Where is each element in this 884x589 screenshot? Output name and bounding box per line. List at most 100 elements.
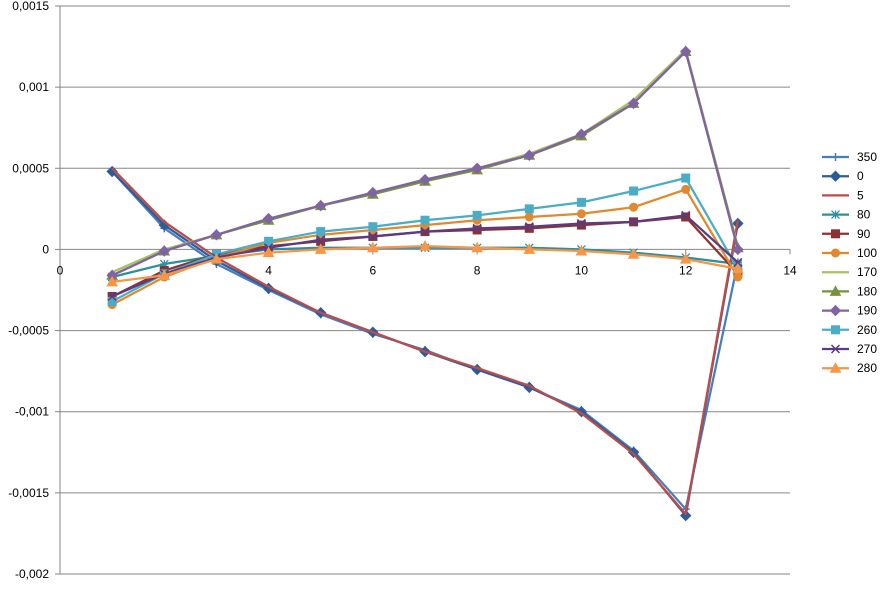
data-point bbox=[829, 304, 842, 317]
data-point bbox=[627, 97, 640, 110]
x-tick-label: 0 bbox=[57, 263, 64, 277]
data-point bbox=[158, 245, 170, 257]
legend-item: 180 bbox=[822, 284, 877, 298]
y-tick-label: -0,002 bbox=[15, 567, 49, 581]
data-point bbox=[524, 204, 534, 214]
data-point bbox=[681, 210, 691, 220]
data-point bbox=[368, 231, 378, 241]
y-tick-label: 0,0015 bbox=[12, 0, 49, 13]
x-tick-label: 4 bbox=[265, 263, 272, 277]
legend-label: 80 bbox=[857, 208, 871, 222]
data-point bbox=[575, 245, 588, 256]
legend-label: 270 bbox=[857, 342, 877, 356]
legend-item: 270 bbox=[822, 342, 877, 356]
data-point bbox=[629, 202, 639, 212]
series-line bbox=[111, 176, 739, 303]
data-point bbox=[576, 220, 586, 230]
data-point bbox=[831, 325, 840, 335]
data-point bbox=[159, 259, 169, 269]
y-tick-label: -0,001 bbox=[15, 405, 49, 419]
axes: 0,0015 0,001 0,0005 0 -0,0005 -0,001 -0,0015 -0… bbox=[8, 0, 797, 581]
data-point bbox=[627, 248, 640, 259]
data-point bbox=[420, 227, 430, 237]
data-point bbox=[472, 210, 482, 220]
data-point bbox=[680, 45, 692, 58]
legend-item: 5 bbox=[822, 188, 864, 202]
data-point bbox=[733, 272, 743, 282]
data-point bbox=[831, 229, 840, 239]
data-point bbox=[829, 285, 842, 296]
data-point bbox=[106, 165, 118, 178]
legend-label: 350 bbox=[857, 150, 877, 164]
legend-label: 180 bbox=[857, 284, 877, 298]
data-point bbox=[831, 153, 840, 161]
legend-item: 190 bbox=[822, 304, 877, 318]
data-point bbox=[210, 253, 223, 264]
data-point bbox=[681, 173, 691, 183]
data-point bbox=[732, 243, 744, 256]
data-point bbox=[829, 362, 842, 373]
data-point bbox=[629, 217, 639, 227]
legend-item: 350 bbox=[822, 150, 877, 164]
data-point bbox=[679, 253, 692, 264]
data-point bbox=[681, 184, 691, 194]
data-point bbox=[210, 229, 223, 241]
legend: 350 0 5 80 90 100 170 180 190 260 270 280 bbox=[822, 150, 877, 375]
x-tick-label: 8 bbox=[474, 263, 481, 277]
data-point bbox=[315, 199, 327, 212]
data-point bbox=[831, 248, 840, 258]
data-point bbox=[316, 235, 326, 245]
data-point bbox=[368, 222, 378, 232]
data-point bbox=[680, 509, 692, 522]
legend-label: 260 bbox=[857, 323, 877, 337]
legend-label: 170 bbox=[857, 265, 877, 279]
data-point bbox=[420, 215, 430, 225]
series-group bbox=[106, 45, 744, 522]
data-point bbox=[524, 212, 534, 222]
legend-item: 170 bbox=[822, 265, 877, 279]
legend-item: 100 bbox=[822, 246, 877, 260]
data-point bbox=[472, 223, 482, 233]
legend-item: 280 bbox=[822, 361, 877, 375]
y-tick-label: -0,0005 bbox=[8, 324, 49, 338]
series-190 bbox=[106, 45, 744, 282]
data-point bbox=[471, 162, 483, 174]
data-point bbox=[471, 241, 483, 253]
data-point bbox=[367, 241, 379, 253]
y-tick-label: 0 bbox=[42, 242, 49, 256]
data-point bbox=[576, 197, 586, 207]
legend-label: 280 bbox=[857, 361, 877, 375]
data-point bbox=[829, 170, 842, 182]
data-point bbox=[314, 243, 327, 254]
y-tick-label: 0,001 bbox=[19, 80, 49, 94]
data-point bbox=[262, 212, 275, 225]
data-point bbox=[524, 223, 534, 233]
x-tick-label: 14 bbox=[783, 263, 797, 277]
data-point bbox=[830, 344, 841, 354]
data-point bbox=[733, 257, 743, 267]
legend-item: 90 bbox=[822, 227, 871, 241]
legend-label: 5 bbox=[857, 188, 864, 202]
x-tick-label: 6 bbox=[370, 263, 377, 277]
legend-item: 0 bbox=[822, 169, 864, 183]
data-point bbox=[523, 149, 535, 162]
legend-label: 0 bbox=[857, 169, 864, 183]
legend-label: 90 bbox=[857, 227, 871, 241]
gridlines bbox=[60, 5, 790, 575]
data-point bbox=[158, 269, 171, 280]
data-point bbox=[316, 227, 326, 237]
data-point bbox=[264, 236, 274, 246]
data-point bbox=[576, 209, 586, 219]
data-point bbox=[732, 262, 744, 274]
data-point bbox=[106, 275, 118, 287]
data-point bbox=[629, 186, 639, 196]
data-point bbox=[472, 225, 482, 235]
data-point bbox=[419, 173, 431, 186]
legend-item: 260 bbox=[822, 323, 877, 337]
legend-label: 190 bbox=[857, 304, 877, 318]
data-point bbox=[524, 222, 534, 232]
data-point bbox=[831, 210, 840, 220]
x-tick-label: 10 bbox=[575, 263, 589, 277]
y-tick-label: -0,0015 bbox=[8, 486, 49, 500]
